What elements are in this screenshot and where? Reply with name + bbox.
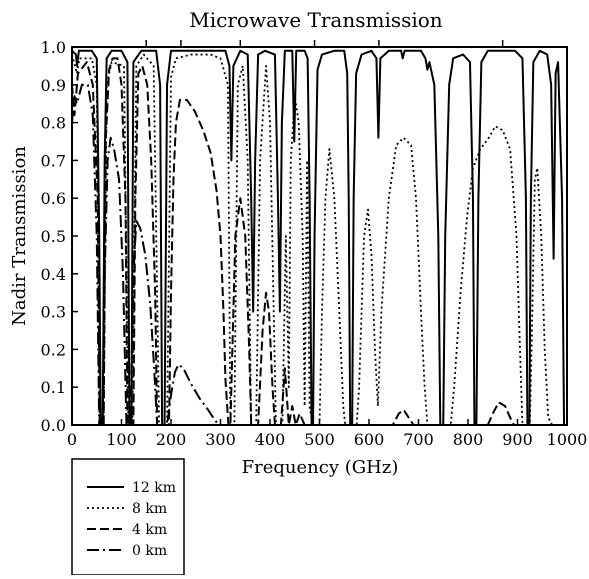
x-tick-label: 1000 [547,430,588,449]
x-tick-label: 300 [205,430,236,449]
x-tick-label: 700 [403,430,434,449]
y-tick-label: 0.2 [41,340,66,359]
legend-label: 12 km [132,480,176,496]
y-axis-label: Nadir Transmission [9,146,30,326]
x-tick-label: 400 [255,430,286,449]
legend-label: 0 km [132,543,167,559]
y-tick-label: 1.0 [41,38,66,57]
y-tick-label: 0.8 [41,114,66,133]
series-line-12-km [71,49,567,426]
chart-title: Microwave Transmission [189,8,443,32]
series-line-4-km [71,57,567,426]
legend-label: 4 km [132,522,167,538]
tick-layer: 0 100 200 300 400 500 600 700 800 900 1000 0.0 0.1 0.… [41,38,588,449]
plot-frame [71,46,568,426]
y-tick-label: 0.5 [41,227,66,246]
y-tick-label: 0.6 [41,189,66,208]
x-tick-label: 500 [304,430,335,449]
legend-label: 8 km [132,501,167,517]
y-tick-label: 0.3 [41,303,66,322]
series-line-0-km [71,83,567,426]
y-tick-label: 0.9 [41,76,66,95]
y-tick-label: 0.0 [41,416,66,435]
x-tick-label: 0 [67,430,77,449]
y-tick-label: 0.1 [41,378,66,397]
series-layer [71,49,567,426]
x-tick-label: 100 [106,430,137,449]
x-tick-label: 900 [502,430,533,449]
series-line-8-km [71,53,567,426]
y-tick-label: 0.4 [41,265,66,284]
x-axis-label: Frequency (GHz) [242,457,399,478]
x-tick-label: 800 [453,430,484,449]
legend: 12 km 8 km 4 km 0 km [71,458,185,576]
legend-box [71,458,185,576]
x-tick-label: 200 [156,430,187,449]
x-tick-label: 600 [354,430,385,449]
y-tick-label: 0.7 [41,151,66,170]
